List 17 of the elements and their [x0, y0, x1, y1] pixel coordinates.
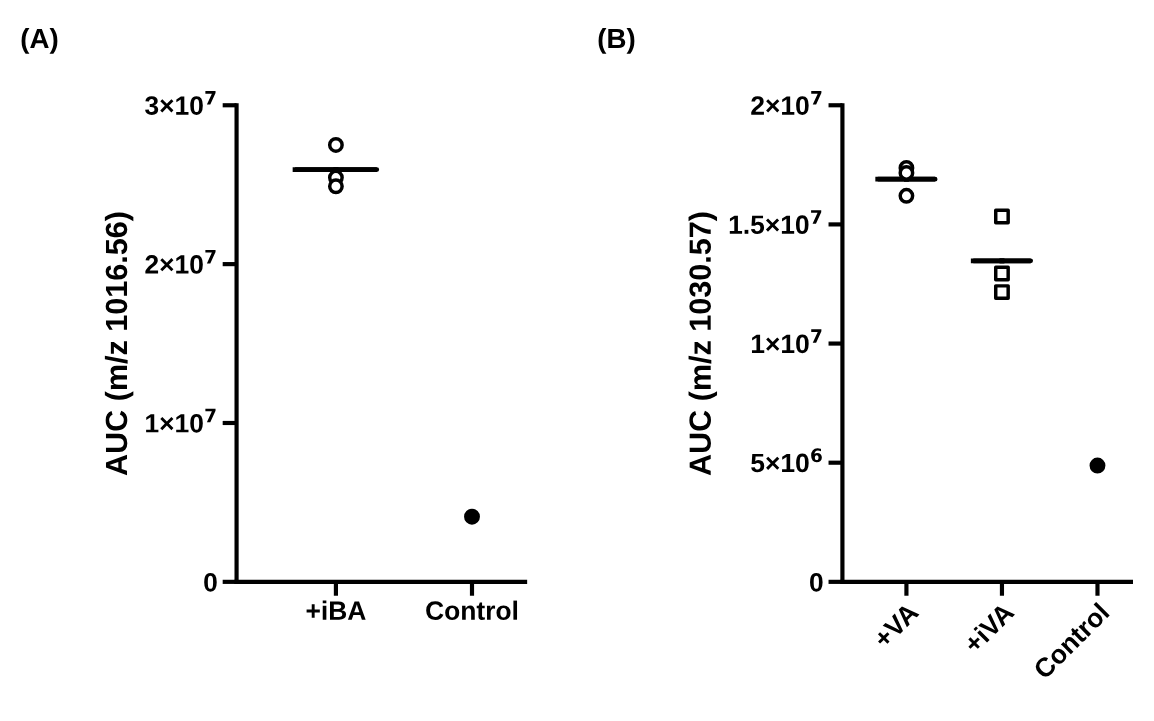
chart-title: (A) [21, 27, 58, 54]
y-tick-label: 2×10$^{7}$ [145, 249, 216, 274]
y-axis-title: AUC (m/z 1030.57) [688, 212, 718, 476]
y-tick-label: 5×10$^{6}$ [751, 448, 822, 473]
y-tick-label: 1×10$^{7}$ [751, 329, 822, 354]
y-axis-title: AUC (m/z 1016.56) [104, 212, 134, 476]
y-tick-label: 2×10$^{7}$ [751, 91, 822, 115]
y-tick-label: 3×10$^{7}$ [145, 91, 216, 115]
x-tick-label: +iBA [306, 600, 366, 620]
x-tick-label: +iVA [962, 601, 1015, 654]
y-tick-label: 1×10$^{7}$ [146, 408, 216, 433]
y-tick-label: 1.5×10$^{7}$ [729, 210, 822, 235]
y-tick-label: 0 [204, 572, 217, 592]
text: (B) [598, 27, 635, 54]
x-tick-label: Control [426, 600, 518, 620]
y-tick-label: 0 [810, 572, 823, 592]
x-tick-label: +VA [872, 601, 920, 649]
